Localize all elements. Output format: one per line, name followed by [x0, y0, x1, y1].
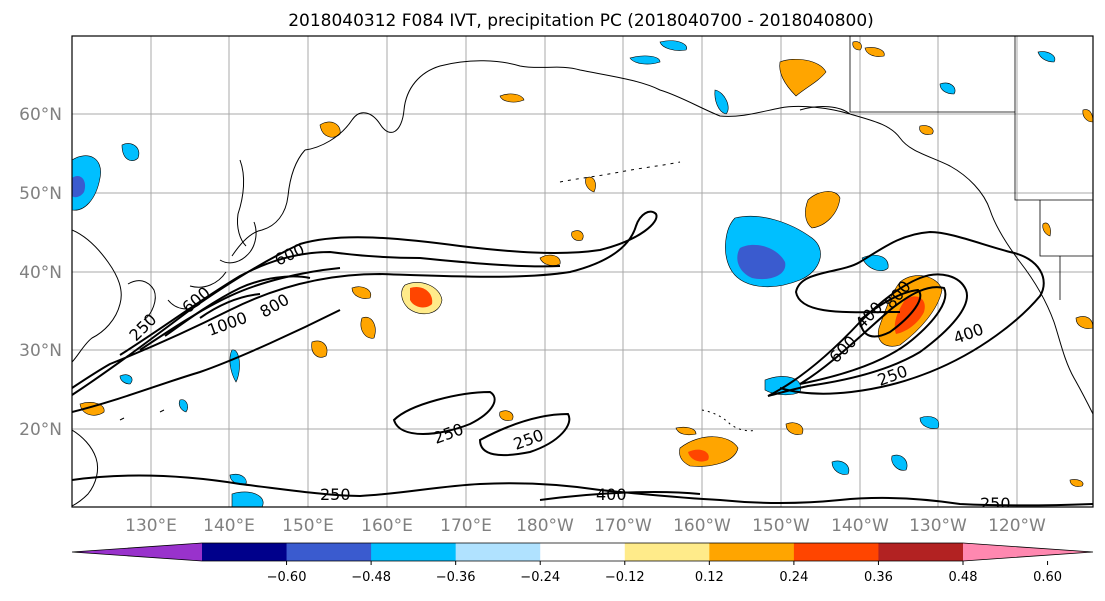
borders	[849, 36, 1093, 300]
ivt-contours	[72, 210, 1093, 507]
lat-label: 50°N	[19, 184, 62, 204]
map-panel: 250 600 1000 800 600 400 800 400 600 250…	[71, 35, 1094, 513]
colorbar-tick-label: 0.60	[1033, 570, 1062, 585]
contour-label: 250	[980, 494, 1011, 513]
map-title: 2018040312 F084 IVT, precipitation PC (2…	[288, 11, 874, 31]
colorbar-segment	[371, 543, 457, 561]
colorbar-tick-label: −0.60	[267, 570, 307, 585]
colorbar-segment	[878, 543, 964, 561]
contour-label: 250	[320, 485, 351, 504]
longitude-labels: 130°E 140°E 150°E 160°E 170°E 180°W 170°…	[125, 516, 1046, 536]
precipitation-shading	[72, 40, 1093, 507]
colorbar-segment	[709, 543, 795, 561]
colorbar-tick-label: 0.48	[949, 570, 978, 585]
lon-label: 170°W	[594, 516, 652, 536]
lon-label: 120°W	[988, 516, 1046, 536]
lon-label: 140°W	[831, 516, 889, 536]
colorbar: −0.60 −0.48 −0.36 −0.24 −0.12 0.12 0.24 0.36 0.4…	[71, 542, 1094, 585]
colorbar-tick-label: −0.48	[351, 570, 391, 585]
lon-label: 140°E	[203, 516, 255, 536]
latitude-labels: 60°N 50°N 40°N 30°N 20°N	[19, 105, 62, 440]
colorbar-extension-high	[963, 543, 1093, 561]
lon-label: 160°E	[361, 516, 413, 536]
lat-label: 60°N	[19, 105, 62, 125]
colorbar-outline	[71, 542, 1094, 562]
lon-label: 170°E	[440, 516, 492, 536]
coastlines	[72, 60, 1093, 507]
lat-label: 40°N	[19, 263, 62, 283]
lon-label: 150°W	[752, 516, 810, 536]
colorbar-tick-label: −0.12	[605, 570, 645, 585]
colorbar-segment	[455, 543, 541, 561]
lon-label: 180°W	[516, 516, 574, 536]
lon-label: 160°W	[673, 516, 731, 536]
colorbar-extension-low	[72, 543, 202, 561]
colorbar-segment	[624, 543, 710, 561]
colorbar-segment	[793, 543, 879, 561]
lat-label: 20°N	[19, 420, 62, 440]
map-frame	[71, 35, 1094, 508]
colorbar-tick-label: 0.12	[695, 570, 724, 585]
colorbar-segment	[286, 543, 372, 561]
colorbar-segment	[540, 543, 626, 561]
lon-label: 150°E	[282, 516, 334, 536]
colorbar-tick-label: −0.36	[436, 570, 476, 585]
graticule	[72, 36, 1093, 507]
lat-label: 30°N	[19, 341, 62, 361]
colorbar-tick-label: 0.24	[779, 570, 808, 585]
lon-label: 130°W	[909, 516, 967, 536]
colorbar-segment	[202, 543, 288, 561]
colorbar-tick-label: −0.24	[520, 570, 560, 585]
colorbar-tick-label: 0.36	[864, 570, 893, 585]
contour-label: 400	[596, 485, 627, 504]
lon-label: 130°E	[125, 516, 177, 536]
